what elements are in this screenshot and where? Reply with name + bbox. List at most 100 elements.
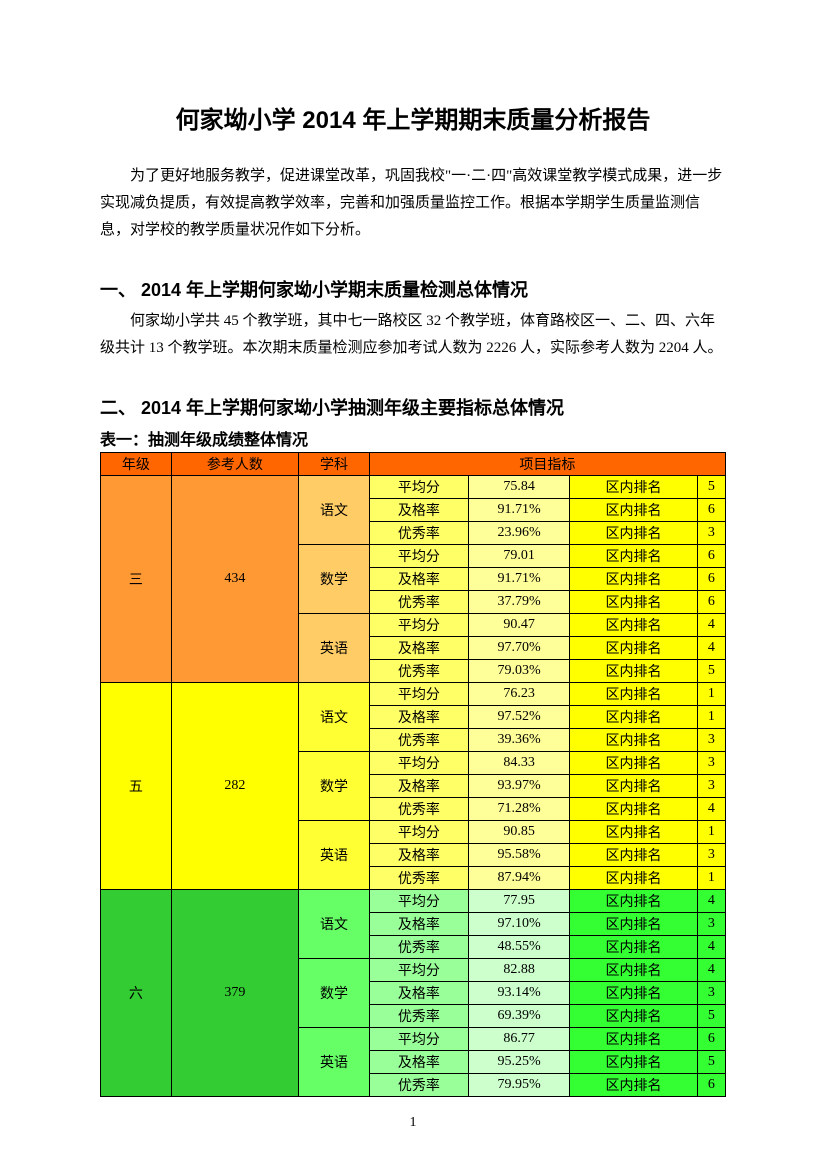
cell-rank-value: 1 [697,706,725,729]
cell-grade: 三 [101,476,172,683]
table1-caption: 表一：抽测年级成绩整体情况 [100,426,726,450]
cell-value: 48.55% [468,936,569,959]
cell-rank-label: 区内排名 [570,683,697,706]
cell-rank-label: 区内排名 [570,1028,697,1051]
cell-rank-label: 区内排名 [570,499,697,522]
cell-metric: 优秀率 [369,1074,468,1097]
cell-metric: 及格率 [369,844,468,867]
cell-metric: 及格率 [369,706,468,729]
cell-rank-value: 1 [697,867,725,890]
cell-metric: 及格率 [369,499,468,522]
cell-value: 95.58% [468,844,569,867]
table-row: 三434语文平均分75.84区内排名5 [101,476,726,499]
cell-rank-label: 区内排名 [570,545,697,568]
cell-rank-label: 区内排名 [570,729,697,752]
cell-value: 84.33 [468,752,569,775]
cell-subject: 英语 [299,821,370,890]
cell-rank-value: 6 [697,1028,725,1051]
cell-metric: 及格率 [369,568,468,591]
cell-value: 79.03% [468,660,569,683]
cell-subject: 英语 [299,614,370,683]
cell-rank-label: 区内排名 [570,568,697,591]
cell-metric: 平均分 [369,683,468,706]
cell-value: 93.97% [468,775,569,798]
col-grade: 年级 [101,453,172,476]
cell-subject: 语文 [299,683,370,752]
cell-metric: 平均分 [369,476,468,499]
cell-metric: 优秀率 [369,798,468,821]
cell-value: 97.52% [468,706,569,729]
cell-value: 82.88 [468,959,569,982]
cell-rank-label: 区内排名 [570,890,697,913]
cell-metric: 平均分 [369,545,468,568]
cell-rank-value: 1 [697,683,725,706]
cell-value: 90.47 [468,614,569,637]
cell-metric: 优秀率 [369,867,468,890]
cell-metric: 及格率 [369,913,468,936]
cell-value: 75.84 [468,476,569,499]
cell-value: 76.23 [468,683,569,706]
cell-rank-label: 区内排名 [570,476,697,499]
cell-rank-value: 5 [697,1005,725,1028]
cell-rank-value: 6 [697,1074,725,1097]
cell-rank-label: 区内排名 [570,660,697,683]
cell-count: 434 [171,476,298,683]
cell-metric: 及格率 [369,775,468,798]
intro-paragraph: 为了更好地服务教学，促进课堂改革，巩固我校"一·二·四"高效课堂教学模式成果，进… [100,163,726,244]
col-project: 项目指标 [369,453,725,476]
cell-value: 95.25% [468,1051,569,1074]
cell-metric: 优秀率 [369,591,468,614]
cell-rank-label: 区内排名 [570,706,697,729]
cell-rank-value: 4 [697,936,725,959]
cell-rank-label: 区内排名 [570,936,697,959]
cell-rank-value: 3 [697,844,725,867]
cell-metric: 平均分 [369,614,468,637]
cell-rank-label: 区内排名 [570,982,697,1005]
cell-metric: 优秀率 [369,522,468,545]
cell-value: 79.01 [468,545,569,568]
table-header-row: 年级 参考人数 学科 项目指标 [101,453,726,476]
cell-metric: 平均分 [369,752,468,775]
cell-rank-value: 1 [697,821,725,844]
cell-grade: 六 [101,890,172,1097]
cell-metric: 及格率 [369,637,468,660]
cell-value: 71.28% [468,798,569,821]
cell-subject: 英语 [299,1028,370,1097]
cell-value: 39.36% [468,729,569,752]
cell-value: 87.94% [468,867,569,890]
cell-rank-label: 区内排名 [570,591,697,614]
cell-value: 93.14% [468,982,569,1005]
cell-rank-value: 3 [697,752,725,775]
cell-rank-value: 5 [697,1051,725,1074]
table-row: 五282语文平均分76.23区内排名1 [101,683,726,706]
cell-value: 90.85 [468,821,569,844]
cell-subject: 语文 [299,890,370,959]
cell-metric: 平均分 [369,1028,468,1051]
cell-rank-label: 区内排名 [570,844,697,867]
cell-rank-label: 区内排名 [570,821,697,844]
cell-value: 37.79% [468,591,569,614]
cell-rank-value: 3 [697,982,725,1005]
cell-subject: 数学 [299,959,370,1028]
cell-value: 91.71% [468,499,569,522]
cell-grade: 五 [101,683,172,890]
cell-rank-label: 区内排名 [570,752,697,775]
cell-subject: 数学 [299,545,370,614]
cell-value: 69.39% [468,1005,569,1028]
cell-value: 23.96% [468,522,569,545]
cell-rank-label: 区内排名 [570,1074,697,1097]
table-row: 六379语文平均分77.95区内排名4 [101,890,726,913]
scores-table: 年级 参考人数 学科 项目指标 三434语文平均分75.84区内排名5及格率91… [100,452,726,1097]
cell-rank-value: 3 [697,522,725,545]
cell-rank-label: 区内排名 [570,637,697,660]
cell-rank-label: 区内排名 [570,522,697,545]
cell-rank-value: 3 [697,913,725,936]
cell-metric: 平均分 [369,821,468,844]
cell-value: 97.70% [468,637,569,660]
cell-metric: 及格率 [369,982,468,1005]
col-subject: 学科 [299,453,370,476]
cell-rank-value: 4 [697,959,725,982]
cell-rank-label: 区内排名 [570,775,697,798]
cell-rank-value: 6 [697,568,725,591]
cell-subject: 语文 [299,476,370,545]
